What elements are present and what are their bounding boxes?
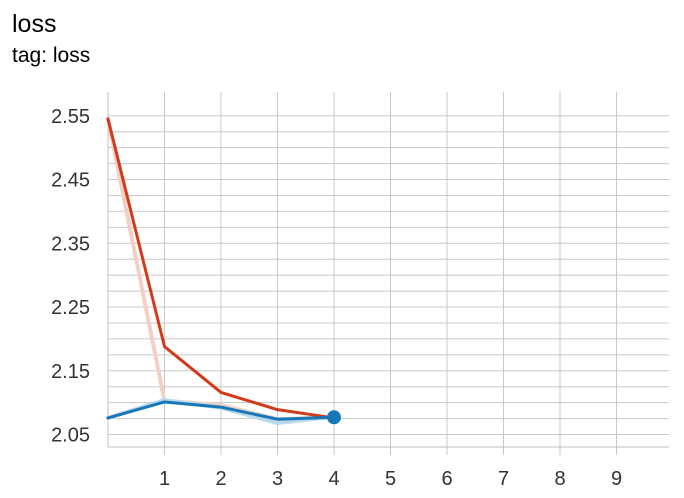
series-line-1 xyxy=(106,117,336,420)
x-tick-label: 9 xyxy=(611,468,622,490)
x-tick-label: 8 xyxy=(554,468,565,490)
x-tick-labels: 1 2 3 4 5 6 7 8 9 xyxy=(159,468,622,490)
y-tick-label: 2.35 xyxy=(51,233,90,255)
y-tick-label: 2.45 xyxy=(51,170,90,192)
smoothed-series xyxy=(106,117,336,421)
chart-title: loss xyxy=(12,10,57,38)
axis-frame xyxy=(107,92,669,448)
y-tick-labels: 2.05 2.15 2.25 2.35 2.45 2.55 xyxy=(51,106,90,447)
highlight-points xyxy=(327,410,341,425)
highlight-point-2 xyxy=(327,410,341,425)
y-tick-label: 2.05 xyxy=(51,425,90,447)
x-tick-label: 5 xyxy=(385,468,396,490)
y-tick-label: 2.25 xyxy=(51,297,90,319)
x-tick-label: 6 xyxy=(441,468,452,490)
x-tick-label: 1 xyxy=(159,468,170,490)
x-tick-label: 3 xyxy=(272,468,283,490)
chart-subtitle: tag: loss xyxy=(12,44,91,67)
y-tick-label: 2.55 xyxy=(51,106,90,128)
x-tick-label: 4 xyxy=(328,468,339,490)
grid-lines xyxy=(108,92,669,455)
series-line-2 xyxy=(106,400,336,421)
y-tick-label: 2.15 xyxy=(51,361,90,383)
x-tick-label: 2 xyxy=(215,468,226,490)
x-tick-label: 7 xyxy=(498,468,509,490)
